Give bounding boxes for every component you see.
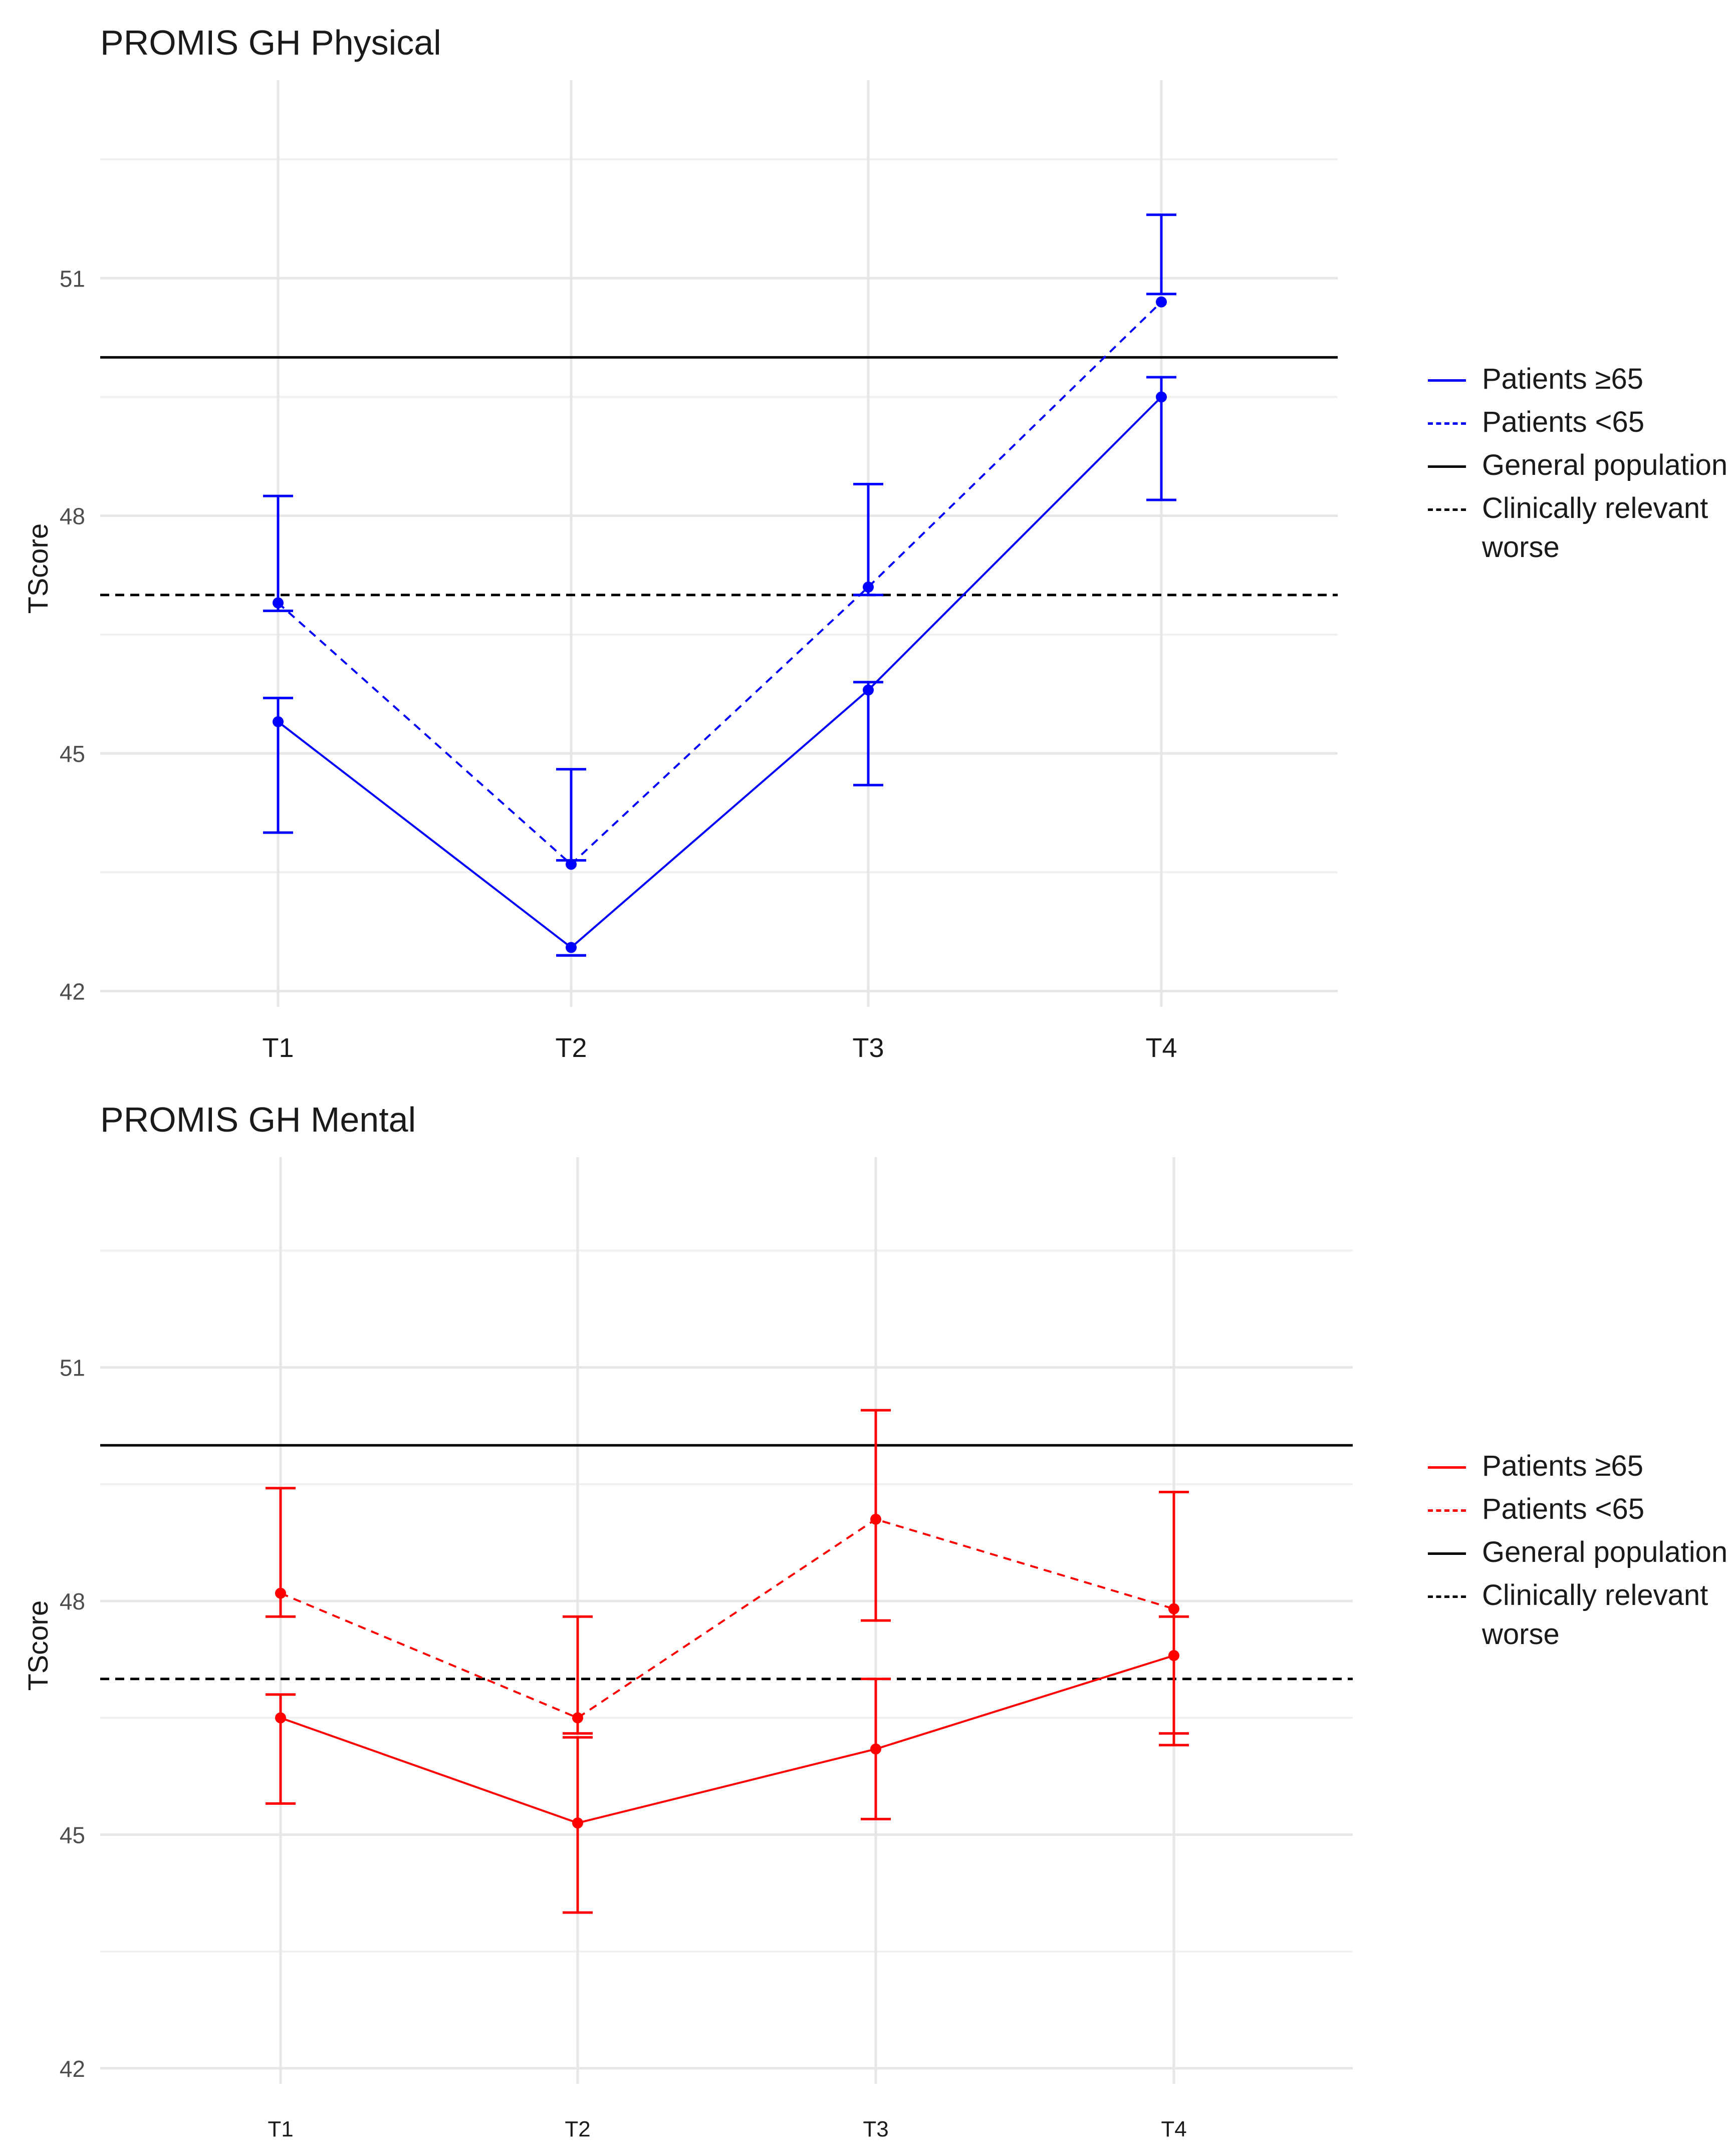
y-tick-label: 48 [60, 503, 85, 529]
chart-title: PROMIS GH Mental [100, 1100, 416, 1139]
patients-65-plus-point [275, 1712, 286, 1724]
x-tick-label: T1 [262, 1033, 294, 1063]
x-tick-label: T3 [863, 2117, 888, 2141]
patients-under-65-point [863, 581, 874, 593]
y-tick-label: 42 [60, 978, 85, 1004]
y-tick-label: 45 [60, 1822, 85, 1848]
patients-65-plus-line [280, 1655, 1174, 1824]
patients-under-65-line [280, 1518, 1174, 1719]
patients-under-65-point [1168, 1603, 1179, 1614]
physical-chart: 42 45 48 51 T1 T2 T3 T4 TScore [22, 80, 1338, 1063]
x-tick-label: T1 [268, 2117, 293, 2141]
x-tick-label: T4 [1161, 2117, 1186, 2141]
patients-65-plus-point [863, 684, 874, 696]
patients-under-65-point [870, 1513, 881, 1525]
y-tick-label: 51 [60, 265, 85, 292]
mental-chart: 42 45 48 51 T1 T2 T3 T4 TScore [22, 1157, 1353, 2141]
patients-under-65-point [275, 1587, 286, 1599]
patients-under-65-point [572, 1712, 583, 1724]
patients-65-plus-point [566, 942, 577, 953]
y-tick-label: 48 [60, 1588, 85, 1614]
x-tick-label: T2 [565, 2117, 590, 2141]
y-tick-label: 45 [60, 741, 85, 767]
y-axis-label: TScore [22, 1600, 54, 1691]
patients-65-plus-line [277, 396, 1162, 949]
patients-65-plus-point [273, 716, 284, 727]
x-tick-label: T3 [852, 1033, 884, 1063]
patients-under-65-point [566, 859, 577, 870]
y-axis-label: TScore [22, 523, 54, 614]
patients-65-plus-point [572, 1817, 583, 1829]
y-tick-label: 51 [60, 1355, 85, 1381]
physical-panel: PROMIS GH Physical 42 45 48 51 T1 T2 T3 T4 TScor… [0, 0, 1733, 1077]
patients-65-plus-point [870, 1743, 881, 1755]
x-tick-label: T4 [1145, 1033, 1177, 1063]
mental-panel: PROMIS GH Mental 42 45 48 51 T1 T2 T3 T4 TScore … [0, 1077, 1733, 2156]
x-tick-label: T2 [555, 1033, 587, 1063]
patients-65-plus-point [1156, 391, 1167, 403]
patients-under-65-point [1156, 296, 1167, 308]
y-tick-label: 42 [60, 2056, 85, 2082]
chart-title: PROMIS GH Physical [100, 23, 441, 62]
patients-under-65-point [273, 597, 284, 609]
patients-under-65-line [277, 301, 1162, 866]
